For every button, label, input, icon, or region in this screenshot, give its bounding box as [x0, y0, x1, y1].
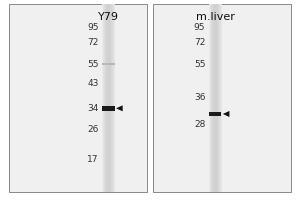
FancyBboxPatch shape	[113, 4, 114, 192]
FancyBboxPatch shape	[107, 4, 108, 192]
FancyBboxPatch shape	[105, 4, 106, 192]
FancyBboxPatch shape	[220, 4, 221, 192]
FancyBboxPatch shape	[106, 4, 107, 192]
FancyBboxPatch shape	[103, 4, 104, 192]
FancyBboxPatch shape	[209, 112, 221, 116]
FancyBboxPatch shape	[112, 4, 113, 192]
FancyBboxPatch shape	[109, 4, 110, 192]
FancyBboxPatch shape	[9, 4, 147, 192]
FancyBboxPatch shape	[113, 4, 114, 192]
Text: 72: 72	[194, 38, 205, 47]
FancyBboxPatch shape	[216, 4, 217, 192]
FancyBboxPatch shape	[108, 4, 109, 192]
FancyBboxPatch shape	[221, 4, 222, 192]
Text: 28: 28	[194, 120, 205, 129]
FancyBboxPatch shape	[209, 4, 210, 192]
FancyBboxPatch shape	[212, 4, 213, 192]
Text: m.liver: m.liver	[196, 12, 235, 22]
FancyBboxPatch shape	[103, 4, 104, 192]
FancyBboxPatch shape	[216, 4, 217, 192]
FancyBboxPatch shape	[210, 4, 211, 192]
Text: 72: 72	[87, 38, 98, 47]
FancyBboxPatch shape	[153, 4, 291, 192]
FancyBboxPatch shape	[214, 4, 215, 192]
FancyBboxPatch shape	[105, 4, 106, 192]
Polygon shape	[223, 111, 230, 117]
FancyBboxPatch shape	[219, 4, 220, 192]
FancyBboxPatch shape	[102, 106, 115, 111]
FancyBboxPatch shape	[108, 4, 109, 192]
FancyBboxPatch shape	[111, 4, 112, 192]
Text: Y79: Y79	[98, 12, 119, 22]
Text: 55: 55	[87, 60, 98, 69]
Text: 26: 26	[87, 125, 98, 134]
Text: 17: 17	[87, 155, 98, 164]
FancyBboxPatch shape	[213, 4, 214, 192]
FancyBboxPatch shape	[215, 4, 216, 192]
FancyBboxPatch shape	[213, 4, 214, 192]
FancyBboxPatch shape	[102, 63, 115, 65]
FancyBboxPatch shape	[211, 4, 212, 192]
Text: 55: 55	[194, 60, 205, 69]
Text: 43: 43	[87, 79, 98, 88]
FancyBboxPatch shape	[218, 4, 219, 192]
FancyBboxPatch shape	[219, 4, 220, 192]
Text: 34: 34	[87, 104, 98, 113]
FancyBboxPatch shape	[214, 4, 215, 192]
FancyBboxPatch shape	[110, 4, 111, 192]
FancyBboxPatch shape	[217, 4, 218, 192]
Text: 95: 95	[194, 23, 205, 32]
FancyBboxPatch shape	[106, 4, 107, 192]
FancyBboxPatch shape	[114, 4, 115, 192]
FancyBboxPatch shape	[102, 4, 103, 192]
FancyBboxPatch shape	[104, 4, 105, 192]
Text: 36: 36	[194, 94, 205, 102]
FancyBboxPatch shape	[209, 4, 210, 192]
Polygon shape	[116, 105, 123, 111]
Text: 95: 95	[87, 23, 98, 32]
